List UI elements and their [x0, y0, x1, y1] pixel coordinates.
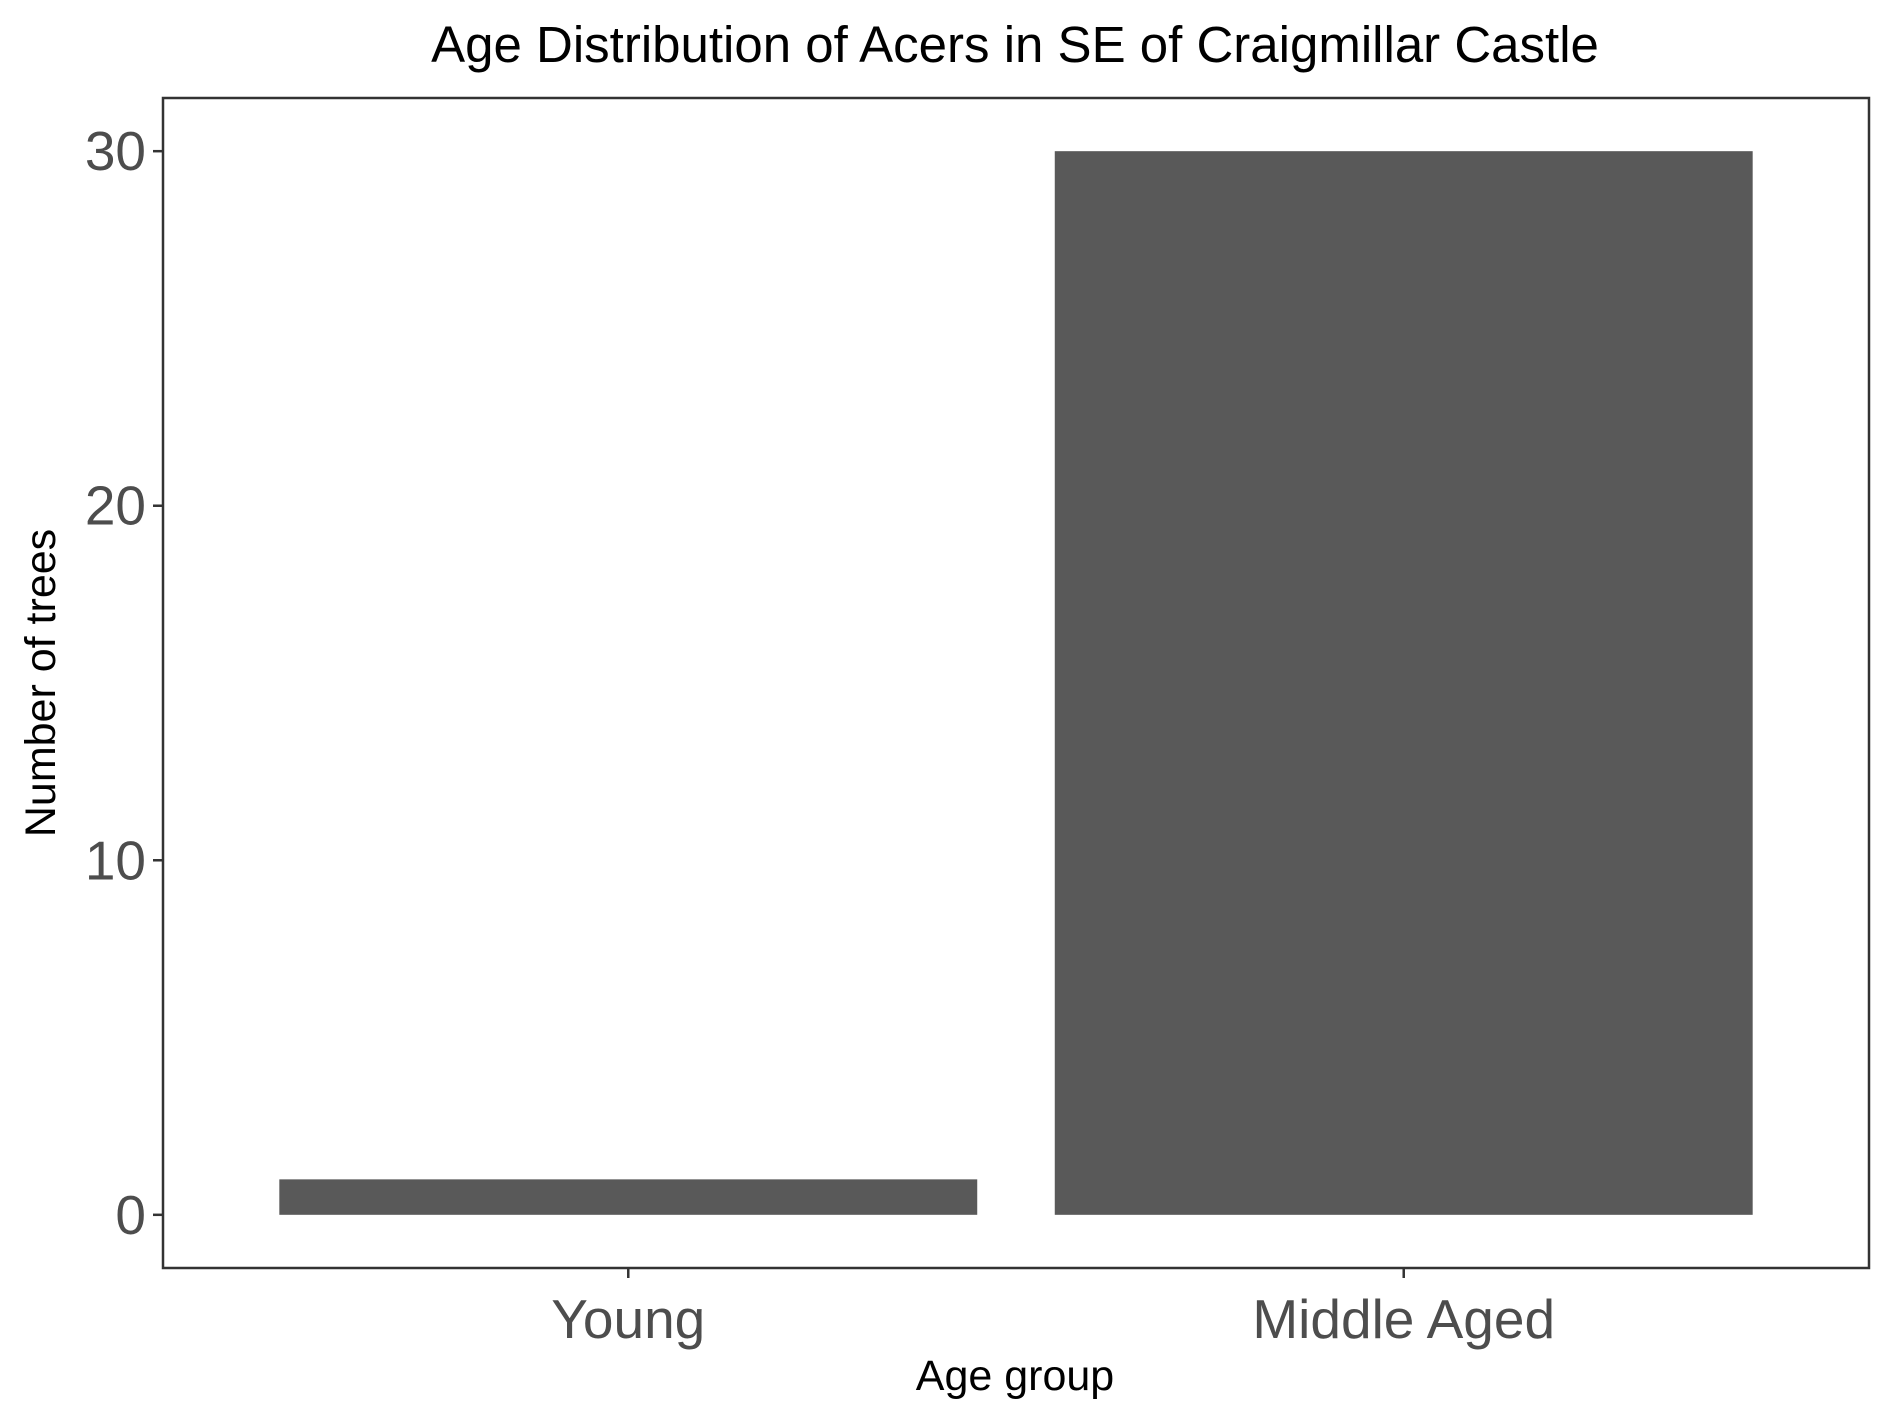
- x-axis-title: Age group: [916, 1352, 1114, 1400]
- x-axis: Young Middle Aged: [551, 1268, 1555, 1350]
- x-tick-label-young: Young: [551, 1288, 705, 1350]
- y-axis-title: Number of trees: [17, 529, 65, 837]
- x-tick-label-middle-aged: Middle Aged: [1252, 1288, 1555, 1350]
- bar-young: [279, 1179, 978, 1215]
- y-tick-label-0: 0: [115, 1184, 146, 1246]
- bars-group: [279, 151, 1753, 1215]
- bar-middle-aged: [1054, 151, 1753, 1215]
- y-axis: 0 10 20 30: [85, 120, 163, 1246]
- y-tick-label-10: 10: [85, 829, 146, 891]
- y-tick-label-20: 20: [85, 475, 146, 537]
- plot-panel-border: [161, 96, 1871, 1270]
- chart-title: Age Distribution of Acers in SE of Craig…: [431, 16, 1599, 73]
- y-tick-label-30: 30: [85, 120, 146, 182]
